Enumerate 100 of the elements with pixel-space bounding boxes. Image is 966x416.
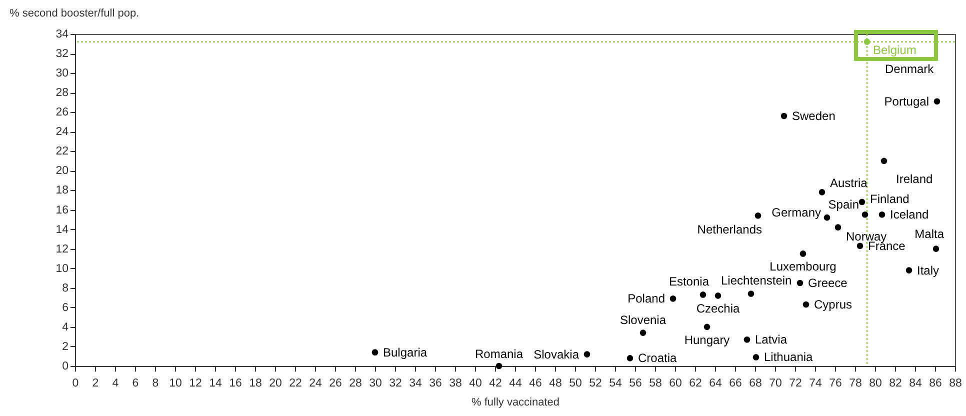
x-tick-label: 32 [389,378,402,390]
y-tick-label: 20 [56,165,68,178]
point [932,246,940,252]
annotation: Denmark [885,62,935,76]
x-tick-label: 60 [669,378,682,390]
point [802,301,810,308]
x-tick-label: 8 [152,378,159,390]
point [584,351,590,358]
point [906,267,912,274]
x-tick-label: 46 [529,378,542,390]
x-tick-label: 66 [729,378,742,390]
series-label: Belgium [873,42,916,57]
y-tick-label: 6 [62,302,68,314]
series-label: Liechtenstein [721,274,792,288]
x-tick-label: 26 [329,378,342,390]
x-tick-label: 48 [549,378,562,390]
point [670,295,676,302]
x-tick-label: 2 [92,378,99,390]
x-tick-label: 70 [769,378,782,390]
point [780,112,788,120]
y-tick-label: 18 [56,184,68,197]
series-label: Portugal [884,94,929,108]
x-tick-label: 18 [249,378,262,390]
y-tick-label: 12 [56,243,68,256]
series-label: Sweden [792,109,836,124]
x-tick-label: 30 [369,378,382,390]
y-tick-label: 26 [56,106,68,119]
point [864,38,870,45]
series-label: Finland [870,192,910,206]
x-tick-label: 72 [789,378,802,390]
y-tick-label: 4 [62,321,70,334]
series-label: Estonia [668,274,710,289]
point [834,224,842,230]
x-tick-label: 14 [209,378,222,390]
point [818,189,826,196]
x-tick-label: 16 [229,378,242,390]
series-label: Germany [772,206,821,220]
x-tick-label: 4 [112,378,120,390]
series-label: Slovenia [620,312,666,327]
point [934,98,940,105]
x-tick-label: 56 [629,378,642,390]
y-tick-label: 14 [56,224,70,236]
point [714,292,722,299]
x-tick-label: 76 [829,378,842,390]
series-label: Poland [628,292,665,306]
series-label: Croatia [638,351,678,366]
x-tick-label: 24 [309,378,322,390]
series-label: Greece [808,276,848,290]
point [640,330,646,336]
point [496,362,502,370]
series-label: Italy [917,263,940,278]
x-tick-label: 12 [189,378,202,390]
series-label: Slovakia [534,347,580,362]
y-tick-label: 0 [62,360,68,372]
series-label: Spain [828,198,859,212]
point [880,158,888,164]
x-tick-label: 20 [269,378,282,390]
point [878,211,886,218]
x-tick-label: 68 [749,378,762,390]
series-label: Netherlands [697,222,762,237]
point [800,250,806,257]
point [700,292,706,298]
point [858,198,866,206]
y-tick-label: 8 [62,282,68,294]
y-tick-label: 34 [56,28,70,40]
y-tick-label: 2 [62,340,68,353]
y-tick-label: 16 [56,204,68,216]
x-tick-label: 42 [489,378,502,390]
series-label: Hungary [684,332,730,347]
x-tick-label: 40 [469,378,482,390]
x-tick-label: 80 [869,378,882,390]
point [752,354,760,360]
point [748,290,754,297]
point [862,211,868,218]
series-label: Czechia [696,302,740,316]
x-tick-label: 84 [909,378,922,390]
series-label: Luxembourg [770,260,836,274]
y-tick-label: 10 [56,262,68,275]
series-label: Latvia [755,332,788,347]
x-tick-label: 86 [929,378,942,390]
series-label: Romania [474,347,524,361]
point [856,242,864,250]
point [372,349,378,356]
x-tick-label: 0 [72,378,79,390]
series-label: Bulgaria [383,345,428,360]
y-tick-label: 22 [56,146,68,158]
x-tick-label: 10 [169,378,182,390]
x-tick-label: 50 [569,378,582,390]
x-axis-title: % fully vaccinated [471,396,560,408]
y-axis-title: % second booster/full pop. [10,8,140,20]
x-tick-label: 64 [709,378,722,390]
x-tick-label: 58 [649,378,662,390]
x-tick-label: 74 [809,378,822,390]
series-label: Malta [914,226,944,241]
series-label: Ireland [896,172,933,186]
point [626,355,634,362]
x-tick-label: 44 [509,378,522,390]
x-tick-label: 62 [689,378,702,390]
y-tick-label: 32 [56,48,68,60]
x-tick-label: 54 [609,378,622,390]
